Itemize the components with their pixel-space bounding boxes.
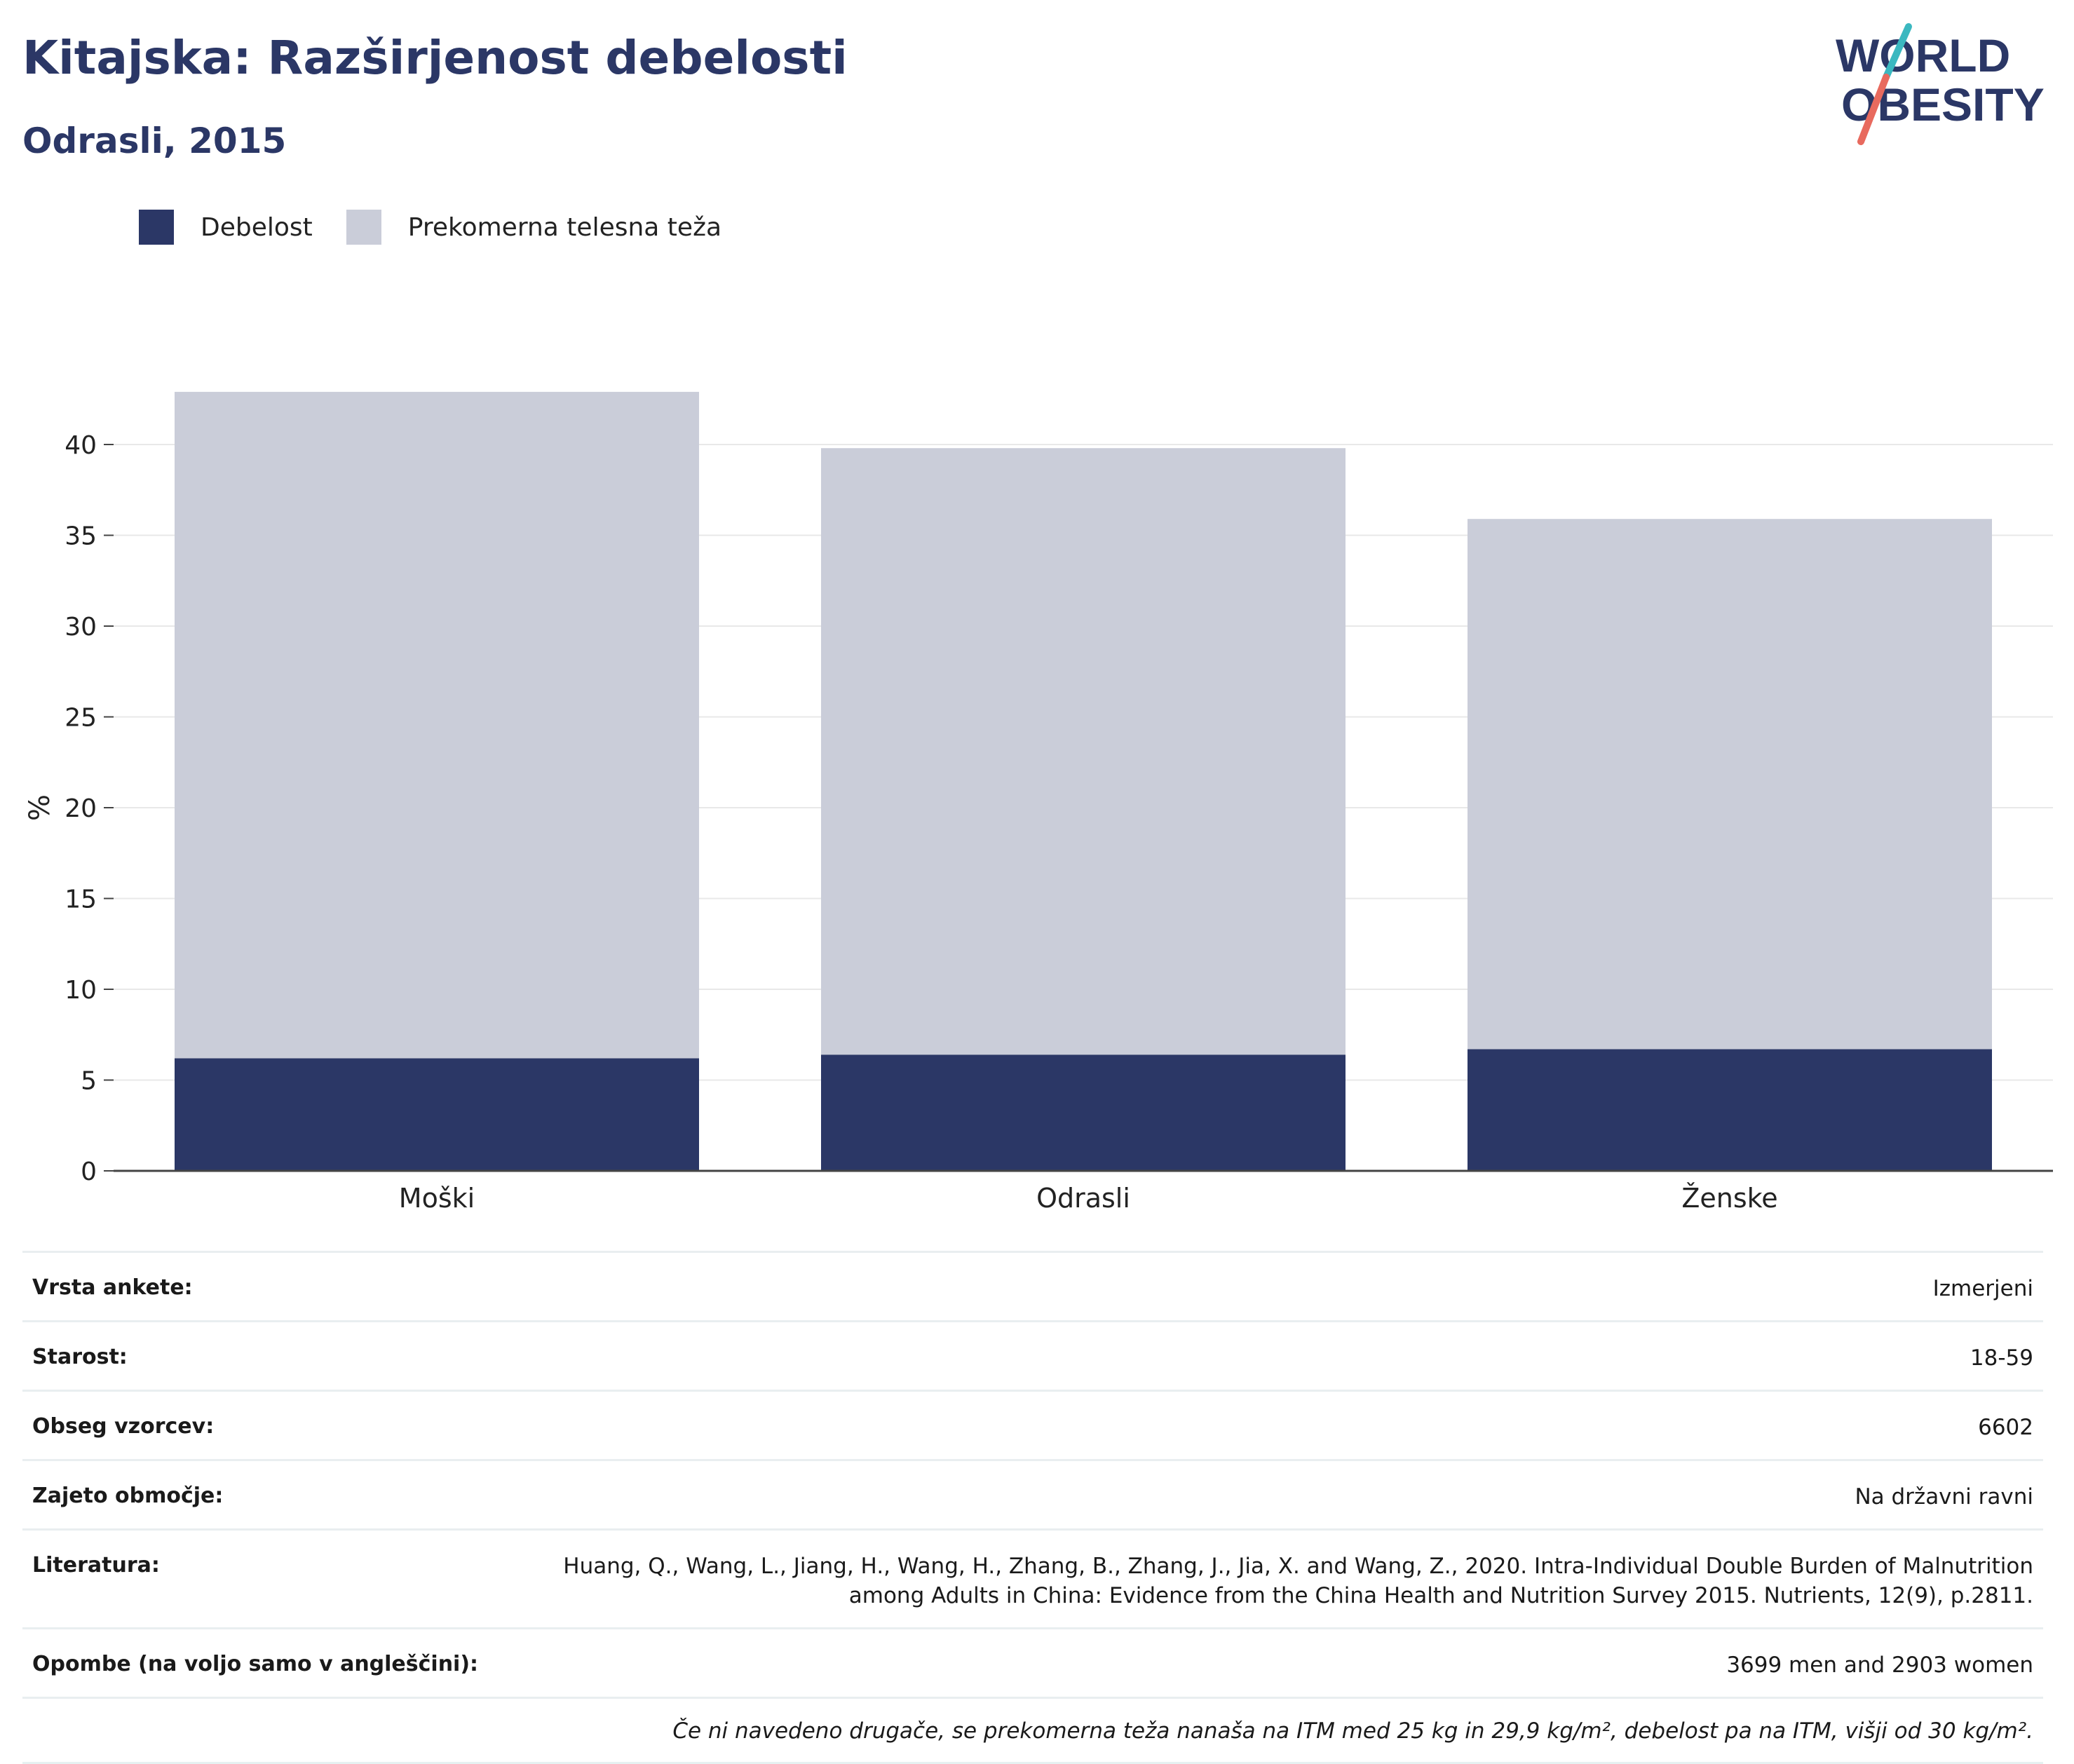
bar-overweight-3	[1468, 519, 1992, 1050]
legend-item-overweight[interactable]: Prekomerna telesna teža	[346, 210, 721, 245]
info-value: 3699 men and 2903 women	[1726, 1653, 2033, 1678]
bar-overweight-1	[175, 391, 699, 1059]
reference-line-2: among Adults in China: Evidence from the…	[848, 1583, 2033, 1608]
bar-obesity-2	[821, 1054, 1346, 1171]
world-obesity-logo: WORLD OBESITY	[1836, 23, 2045, 145]
bar-obesity-3	[1468, 1049, 1992, 1171]
y-tick-label: 30	[65, 613, 97, 642]
bar-overweight-2	[821, 448, 1346, 1055]
info-value: Na državni ravni	[1855, 1484, 2033, 1509]
definition-note: Če ni navedeno drugače, se prekomerna te…	[22, 1697, 2043, 1764]
page-title: Kitajska: Razširjenost debelosti	[22, 31, 848, 85]
y-tick-label: 0	[81, 1158, 97, 1186]
info-key: Starost:	[32, 1345, 128, 1369]
y-tick-label: 10	[65, 976, 97, 1005]
x-category-label: Moški	[399, 1183, 475, 1214]
x-category-label: Ženske	[1681, 1183, 1777, 1214]
survey-info-table: Vrsta ankete: Izmerjeni Starost: 18-59 O…	[22, 1251, 2043, 1764]
logo-slash-bottom	[1857, 74, 1890, 145]
y-tick-label: 5	[81, 1067, 97, 1096]
info-key: Literatura:	[32, 1553, 160, 1578]
legend-swatch-obesity	[139, 210, 174, 245]
info-value: 18-59	[1970, 1345, 2033, 1371]
legend-label-obesity: Debelost	[201, 212, 313, 242]
info-key: Opombe (na voljo samo v angleščini):	[32, 1652, 479, 1676]
info-row-area-covered: Zajeto območje: Na državni ravni	[22, 1459, 2043, 1528]
legend-label-overweight: Prekomerna telesna teža	[407, 212, 722, 242]
y-tick-label: 15	[65, 886, 97, 914]
info-key: Zajeto območje:	[32, 1484, 224, 1508]
y-axis-title: %	[24, 794, 56, 821]
y-tick-label: 35	[65, 522, 97, 551]
info-value: Izmerjeni	[1932, 1276, 2033, 1301]
info-row-notes: Opombe (na voljo samo v angleščini): 369…	[22, 1627, 2043, 1697]
chart-legend: Debelost Prekomerna telesna teža	[139, 208, 755, 247]
bar-obesity-1	[175, 1058, 699, 1171]
logo-slash-top	[1883, 23, 1912, 81]
info-row-sample-size: Obseg vzorcev: 6602	[22, 1390, 2043, 1459]
info-row-age: Starost: 18-59	[22, 1320, 2043, 1390]
legend-item-obesity[interactable]: Debelost	[139, 210, 313, 245]
page-subtitle: Odrasli, 2015	[22, 121, 287, 161]
info-value: Huang, Q., Wang, L., Jiang, H., Wang, H.…	[563, 1552, 2033, 1610]
y-tick-label: 20	[65, 794, 97, 823]
info-value: 6602	[1978, 1415, 2033, 1440]
y-tick-label: 25	[65, 704, 97, 733]
reference-line-1: Huang, Q., Wang, L., Jiang, H., Wang, H.…	[563, 1554, 2033, 1579]
info-row-survey-type: Vrsta ankete: Izmerjeni	[22, 1251, 2043, 1320]
logo-line1: WORLD	[1836, 29, 2010, 81]
legend-swatch-overweight	[346, 210, 381, 245]
stacked-bar-chart: 0 5 10 15 20 25 30 35 40% Moški Odrasli Ženske	[24, 391, 2053, 1214]
info-key: Vrsta ankete:	[32, 1275, 193, 1300]
x-category-label: Odrasli	[1036, 1183, 1130, 1214]
info-key: Obseg vzorcev:	[32, 1414, 215, 1439]
info-row-reference: Literatura: Huang, Q., Wang, L., Jiang, …	[22, 1528, 2043, 1627]
y-tick-label: 40	[65, 431, 97, 460]
